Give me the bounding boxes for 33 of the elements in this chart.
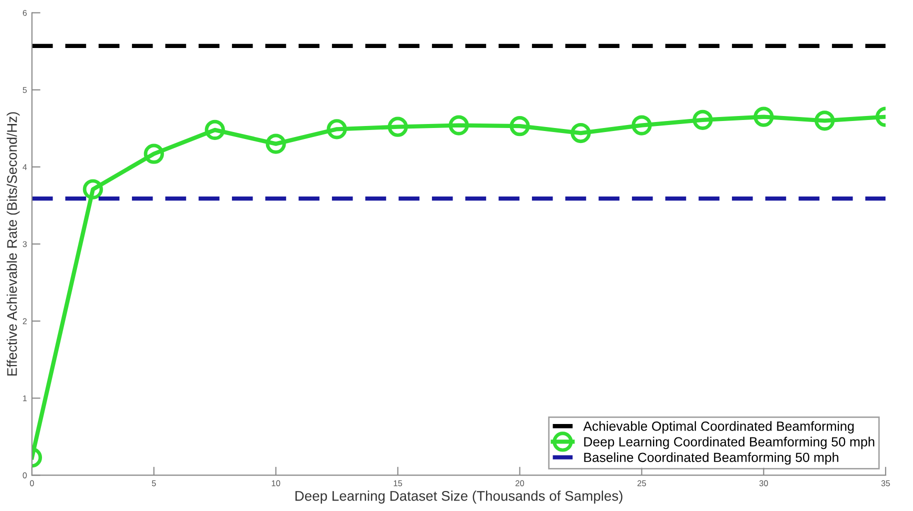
y-tick-label: 5: [22, 87, 27, 93]
point: [204, 120, 225, 140]
point: [814, 110, 835, 131]
y-tick-label: 6: [22, 10, 27, 16]
point: [632, 115, 652, 136]
x-tick-label: 10: [272, 480, 280, 486]
y-tick-label: 1: [23, 395, 27, 402]
y-tick-label: 0: [22, 472, 27, 478]
point: [570, 122, 591, 144]
x-tick-label: 15: [394, 480, 402, 486]
x-tick-label: 30: [759, 480, 768, 486]
y-tick-label: 3: [22, 241, 27, 248]
legend-label: Achievable Optimal Coordinated Beamforming: [583, 421, 854, 434]
point: [754, 106, 774, 127]
point: [326, 119, 347, 140]
y-tick-label: 4: [22, 164, 27, 170]
point: [388, 116, 408, 137]
y-tick-label: 2: [22, 318, 27, 324]
x-tick-label: 35: [881, 480, 890, 486]
point: [82, 179, 103, 200]
x-axis-title: Deep Learning Dataset Size (Thousands of Samples): [295, 490, 622, 504]
point: [510, 116, 530, 136]
point: [144, 144, 164, 164]
legend-label: Deep Learning Coordinated Beamforming 50 mph: [584, 436, 874, 450]
point: [692, 110, 713, 130]
y-axis-title: Effective Achievable Rate (Bits/Second/Hz): [6, 112, 20, 376]
x-tick-label: 20: [516, 480, 524, 486]
legend-label: Baseline Coordinated Beamforming 50 mph: [584, 452, 838, 465]
x-tick-label: 0: [30, 480, 34, 486]
point: [266, 134, 286, 154]
point: [448, 115, 469, 136]
x-tick-label: 25: [637, 480, 646, 486]
x-tick-label: 5: [152, 480, 156, 486]
